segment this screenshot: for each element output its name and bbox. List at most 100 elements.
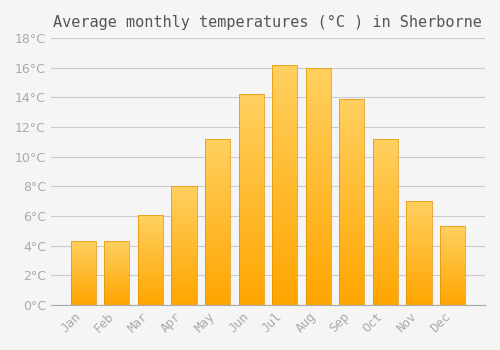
Bar <box>70 263 96 264</box>
Bar <box>104 262 130 263</box>
Bar <box>205 242 230 244</box>
Bar <box>104 257 130 258</box>
Bar <box>306 75 331 77</box>
Bar <box>205 300 230 302</box>
Bar <box>440 241 466 242</box>
Bar <box>104 278 130 279</box>
Bar <box>406 253 432 254</box>
Bar <box>138 254 163 255</box>
Bar <box>306 84 331 87</box>
Bar <box>406 243 432 244</box>
Bar <box>306 212 331 215</box>
Bar <box>406 227 432 228</box>
Bar <box>340 290 364 293</box>
Bar <box>306 130 331 132</box>
Bar <box>272 202 297 204</box>
Bar <box>340 285 364 287</box>
Bar <box>205 259 230 260</box>
Bar <box>205 170 230 172</box>
Bar <box>172 249 196 251</box>
Bar <box>306 153 331 155</box>
Bar <box>440 253 466 254</box>
Bar <box>373 302 398 303</box>
Bar <box>70 255 96 256</box>
Bar <box>70 258 96 259</box>
Bar <box>373 204 398 205</box>
Bar <box>440 267 466 268</box>
Bar <box>306 96 331 99</box>
Bar <box>406 244 432 245</box>
Bar <box>373 179 398 181</box>
Bar <box>340 214 364 216</box>
Bar <box>138 267 163 268</box>
Bar <box>104 247 130 248</box>
Bar <box>70 269 96 270</box>
Bar <box>306 191 331 194</box>
Bar <box>205 220 230 222</box>
Bar <box>272 211 297 214</box>
Bar <box>373 265 398 267</box>
Bar <box>306 82 331 84</box>
Bar <box>238 244 264 246</box>
Bar <box>104 301 130 302</box>
Bar <box>138 303 163 304</box>
Bar <box>373 282 398 284</box>
Bar <box>440 294 466 295</box>
Bar <box>205 179 230 181</box>
Bar <box>373 210 398 212</box>
Bar <box>306 236 331 239</box>
Bar <box>70 296 96 297</box>
Bar <box>138 301 163 302</box>
Bar <box>138 265 163 266</box>
Bar <box>172 235 196 236</box>
Bar <box>104 253 130 254</box>
Bar <box>238 103 264 105</box>
Bar <box>205 250 230 252</box>
Bar <box>373 235 398 237</box>
Bar <box>238 299 264 301</box>
Bar <box>373 166 398 167</box>
Bar <box>104 256 130 257</box>
Bar <box>104 241 130 242</box>
Bar <box>373 233 398 235</box>
Bar <box>70 302 96 303</box>
Bar <box>104 299 130 300</box>
Bar <box>172 233 196 234</box>
Bar <box>172 222 196 223</box>
Bar <box>272 254 297 257</box>
Bar <box>205 284 230 285</box>
Bar <box>205 166 230 167</box>
Bar <box>104 267 130 268</box>
Bar <box>306 288 331 291</box>
Bar <box>238 219 264 221</box>
Bar <box>104 249 130 250</box>
Bar <box>306 70 331 72</box>
Bar <box>70 245 96 246</box>
Bar <box>306 298 331 300</box>
Bar <box>172 237 196 239</box>
Bar <box>340 293 364 295</box>
Bar <box>440 266 466 267</box>
Bar <box>440 277 466 278</box>
Bar <box>440 227 466 228</box>
Bar <box>172 271 196 272</box>
Bar <box>373 257 398 259</box>
Bar <box>272 156 297 159</box>
Bar <box>238 236 264 238</box>
Bar <box>272 122 297 125</box>
Bar <box>70 275 96 276</box>
Bar <box>172 217 196 218</box>
Bar <box>340 233 364 235</box>
Bar <box>104 289 130 290</box>
Bar <box>138 282 163 284</box>
Bar <box>406 211 432 212</box>
Bar <box>440 242 466 243</box>
Bar <box>373 272 398 273</box>
Bar <box>373 139 398 141</box>
Bar <box>70 268 96 269</box>
Bar <box>238 208 264 210</box>
Bar <box>373 242 398 244</box>
Bar <box>172 229 196 230</box>
Bar <box>306 198 331 201</box>
Bar <box>238 288 264 290</box>
